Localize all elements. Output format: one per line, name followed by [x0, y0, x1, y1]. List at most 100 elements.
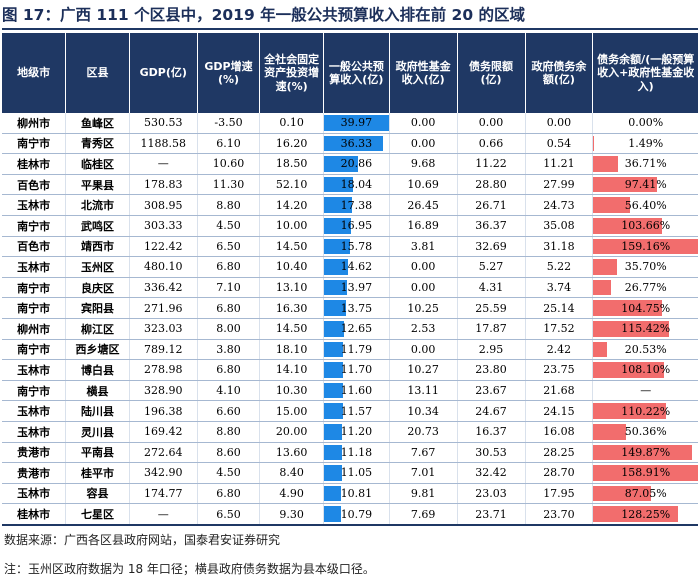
- table-row: 南宁市 横县 328.90 4.10 10.30 11.60 13.11 23.67 21.68…: [2, 380, 698, 402]
- debt-ratio-cell: 20.53%: [592, 339, 698, 361]
- revenue-bar: [323, 135, 383, 152]
- fund-revenue-cell: 10.69: [389, 174, 458, 196]
- table-row: 玉林市 北流市 308.95 8.80 14.20 17.38 26.45 26.71 24.7…: [2, 194, 698, 216]
- revenue-value: 14.62: [340, 260, 373, 274]
- revenue-value: 13.75: [340, 301, 373, 315]
- gdp-growth-cell: 8.80: [197, 194, 261, 216]
- debt-ratio-cell: 159.16%: [592, 236, 698, 258]
- debt-ratio-value: 26.77%: [624, 281, 667, 295]
- city-cell: 贵港市: [2, 462, 67, 484]
- revenue-cell: 14.62: [323, 256, 390, 278]
- revenue-cell: 36.33: [323, 133, 390, 155]
- debt-ratio-bar: [593, 156, 618, 172]
- fund-revenue-cell: 9.81: [389, 483, 458, 505]
- header-row: 地级市 区县 GDP(亿) GDP增速(%) 全社会固定资产投资增速(%) 一般…: [2, 33, 698, 113]
- debt-ratio-bar: [593, 279, 611, 296]
- table-row: 南宁市 宾阳县 271.96 6.80 16.30 13.75 10.25 25.59 25.1…: [2, 297, 698, 319]
- county-cell: 西乡塘区: [65, 339, 130, 361]
- debt-limit-cell: 11.22: [457, 153, 526, 175]
- debt-ratio-value: 0.00%: [628, 116, 664, 130]
- debt-limit-cell: 23.71: [457, 503, 526, 526]
- header-fund-revenue: 政府性基金收入(亿): [389, 33, 458, 113]
- revenue-value: 17.38: [340, 198, 373, 212]
- debt-ratio-value: —: [640, 384, 652, 398]
- debt-ratio-bar: [593, 217, 662, 234]
- debt-ratio-bar: [593, 485, 651, 502]
- county-cell: 陆川县: [65, 400, 130, 422]
- city-cell: 玉林市: [2, 359, 67, 381]
- revenue-cell: 39.97: [323, 113, 390, 134]
- revenue-cell: 15.78: [323, 236, 390, 258]
- revenue-value: 11.20: [340, 425, 373, 439]
- gdp-growth-cell: 6.50: [197, 236, 261, 258]
- city-cell: 玉林市: [2, 483, 67, 505]
- debt-ratio-cell: 36.71%: [592, 153, 698, 175]
- revenue-value: 11.79: [340, 342, 373, 356]
- revenue-bar: [323, 444, 343, 461]
- table-row: 玉林市 陆川县 196.38 6.60 15.00 11.57 10.34 24.67 24.1…: [2, 400, 698, 422]
- debt-ratio-value: 104.75%: [621, 301, 671, 315]
- fund-revenue-cell: 0.00: [389, 339, 458, 361]
- debt-ratio-value: 87.05%: [624, 486, 667, 500]
- debt-balance-cell: 17.95: [525, 483, 594, 505]
- fund-revenue-cell: 26.45: [389, 194, 458, 216]
- debt-balance-cell: 23.70: [525, 503, 594, 526]
- debt-ratio-cell: —: [592, 380, 698, 402]
- fund-revenue-cell: 0.00: [389, 277, 458, 299]
- debt-ratio-bar: [593, 300, 663, 316]
- invest-growth-cell: 14.50: [259, 236, 324, 258]
- revenue-cell: 11.79: [323, 339, 390, 361]
- debt-balance-cell: 24.73: [525, 194, 594, 216]
- debt-ratio-value: 103.66%: [621, 219, 671, 233]
- city-cell: 南宁市: [2, 380, 67, 402]
- invest-growth-cell: 20.00: [259, 421, 324, 443]
- revenue-cell: 11.05: [323, 462, 390, 484]
- county-cell: 武鸣区: [65, 215, 130, 237]
- revenue-value: 11.70: [340, 363, 373, 377]
- city-cell: 玉林市: [2, 256, 67, 278]
- gdp-cell: 530.53: [129, 113, 198, 134]
- debt-ratio-bar: [593, 403, 666, 419]
- debt-ratio-cell: 158.91%: [592, 462, 698, 484]
- table-row: 桂林市 七星区 —6.50 9.30 10.79 7.69 23.71 23.70 128.25…: [2, 503, 698, 526]
- debt-balance-cell: 16.08: [525, 421, 594, 443]
- table-row: 南宁市 青秀区 1188.58 6.10 16.20 36.33 0.00 0.66 0.54 1…: [2, 133, 698, 155]
- gdp-cell: 271.96: [129, 297, 198, 319]
- debt-ratio-cell: 26.77%: [592, 277, 698, 299]
- fund-revenue-cell: 16.89: [389, 215, 458, 237]
- invest-growth-cell: 14.10: [259, 359, 324, 381]
- debt-ratio-cell: 149.87%: [592, 442, 698, 464]
- debt-ratio-cell: 35.70%: [592, 256, 698, 278]
- invest-growth-cell: 14.50: [259, 318, 324, 340]
- revenue-value: 18.04: [340, 178, 373, 192]
- gdp-growth-cell: 10.60: [197, 153, 261, 175]
- city-cell: 玉林市: [2, 421, 67, 443]
- debt-limit-cell: 0.00: [457, 113, 526, 134]
- fund-revenue-cell: 7.69: [389, 503, 458, 526]
- gdp-cell: 178.83: [129, 174, 198, 196]
- county-cell: 灵川县: [65, 421, 130, 443]
- revenue-bar: [323, 362, 343, 378]
- invest-growth-cell: 8.40: [259, 462, 324, 484]
- figure-title: 图 17：广西 111 个区县中，2019 年一般公共预算收入排在前 20 的区…: [2, 2, 698, 30]
- debt-ratio-cell: 115.42%: [592, 318, 698, 340]
- gdp-growth-cell: 6.80: [197, 297, 261, 319]
- county-cell: 靖西市: [65, 236, 130, 258]
- debt-ratio-bar: [593, 176, 658, 193]
- table-row: 玉林市 灵川县 169.42 8.80 20.00 11.20 20.73 16.37 16.0…: [2, 421, 698, 443]
- fund-revenue-cell: 3.81: [389, 236, 458, 258]
- gdp-growth-cell: 4.50: [197, 462, 261, 484]
- revenue-value: 10.81: [340, 486, 373, 500]
- table-body: 柳州市 鱼峰区 530.53 -3.50 0.10 39.97 0.00 0.00 0.00 0.…: [2, 113, 698, 526]
- revenue-cell: 13.97: [323, 277, 390, 299]
- fund-revenue-cell: 0.00: [389, 133, 458, 155]
- city-cell: 玉林市: [2, 400, 67, 422]
- gdp-growth-cell: 4.10: [197, 380, 261, 402]
- debt-ratio-bar: [593, 465, 698, 481]
- revenue-cell: 17.38: [323, 194, 390, 216]
- fund-revenue-cell: 7.67: [389, 442, 458, 464]
- revenue-bar: [323, 341, 344, 358]
- revenue-value: 11.05: [340, 466, 373, 480]
- gdp-cell: 789.12: [129, 339, 198, 361]
- header-revenue: 一般公共预算收入(亿): [323, 33, 390, 113]
